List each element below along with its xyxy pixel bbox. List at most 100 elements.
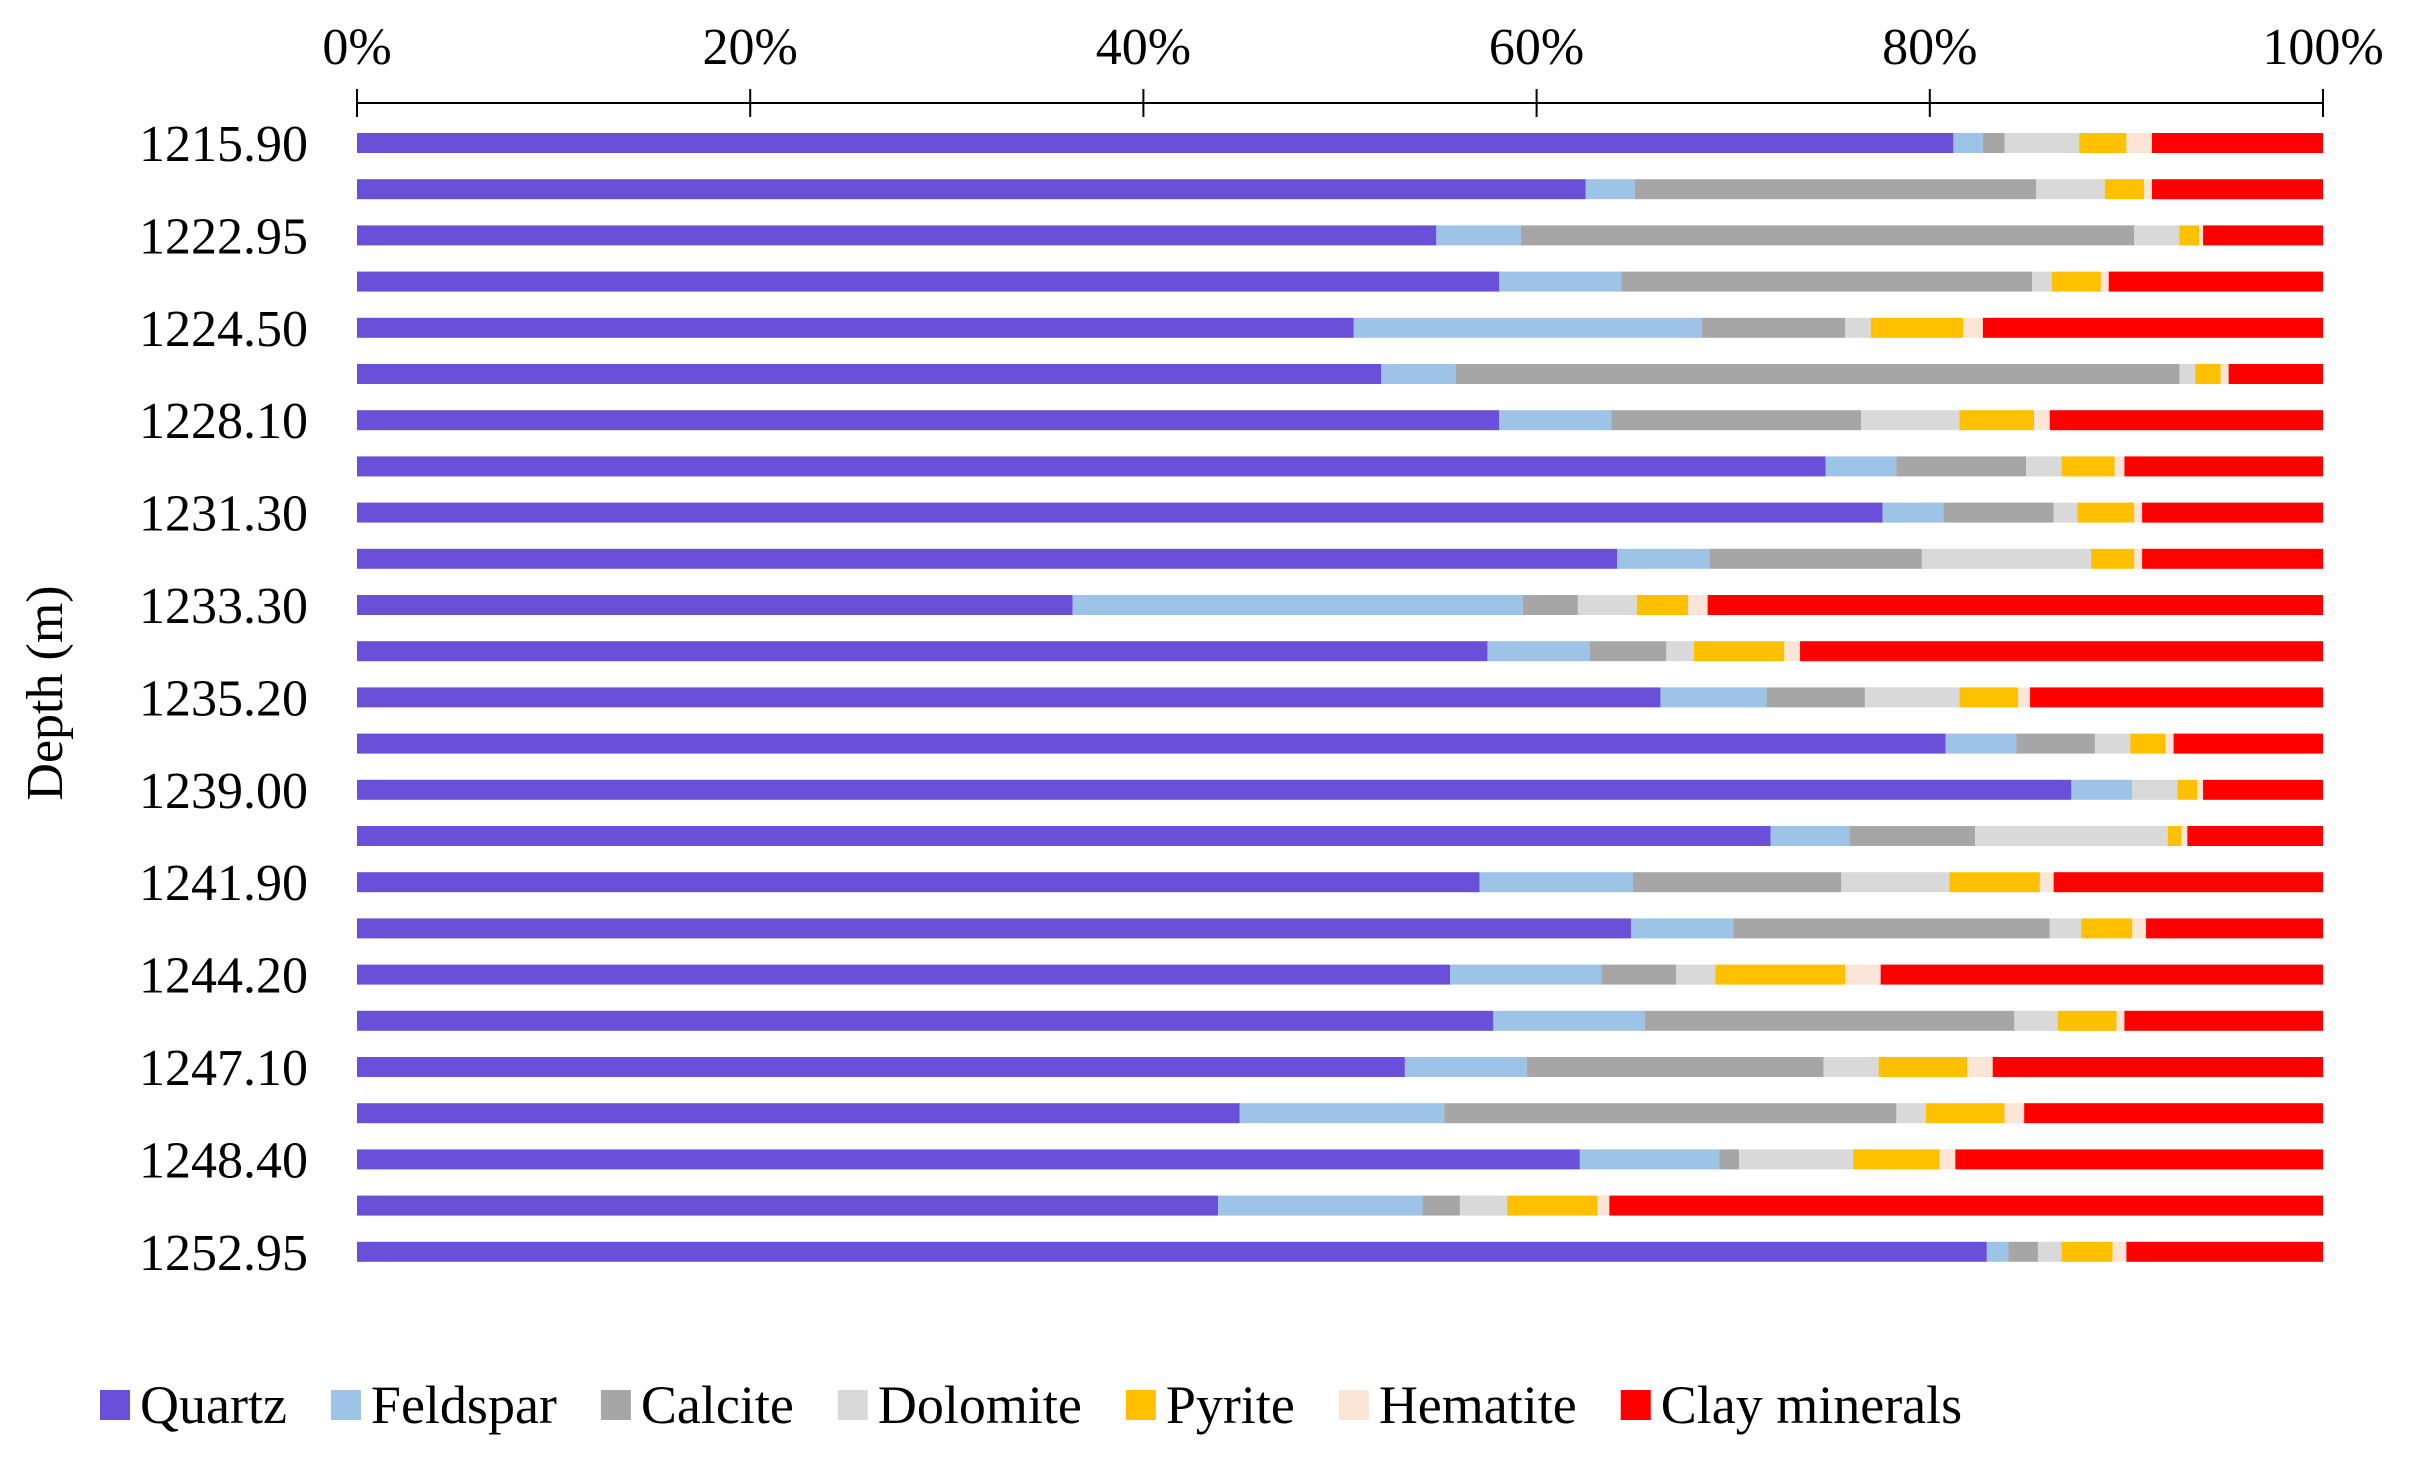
bar-segment-feldspar xyxy=(1487,641,1590,662)
bar-segment-pyrite xyxy=(1507,1195,1598,1216)
bar-segment-feldspar xyxy=(1353,317,1702,338)
legend-item-clay-minerals: Clay minerals xyxy=(1620,1375,1962,1435)
depth-label: 1241.90 xyxy=(139,855,308,912)
bar-segment-calcite xyxy=(1733,918,2050,939)
x-axis: 0% 20% 40% 60% 80% 100% xyxy=(322,19,2384,117)
bar-segment-dolomite xyxy=(2037,1241,2062,1262)
bar-segment-clay-minerals xyxy=(1880,964,2323,985)
bar-segment-feldspar xyxy=(1825,456,1897,477)
bar-segment-clay-minerals xyxy=(2187,826,2323,846)
bar-segment-hematite xyxy=(2034,410,2050,431)
bar-segment-pyrite xyxy=(1959,410,2034,431)
depth-label: 1248.40 xyxy=(139,1132,308,1189)
legend-item-calcite: Calcite xyxy=(600,1375,794,1435)
bar-segment-hematite xyxy=(1963,317,1983,338)
bar-segment-calcite xyxy=(1849,826,1976,846)
bar-segment-quartz xyxy=(357,456,1826,477)
bar-segment-dolomite xyxy=(1676,964,1716,985)
bar-segment-pyrite xyxy=(1870,317,1964,338)
bar-segment-pyrite xyxy=(1949,872,2040,893)
bar-segment-quartz xyxy=(357,133,1954,153)
bar-segment-feldspar xyxy=(2071,779,2133,800)
bar-segment-quartz xyxy=(357,964,1451,985)
bar-segment-feldspar xyxy=(1218,1195,1423,1216)
legend-label: Pyrite xyxy=(1166,1375,1295,1435)
bar-segment-quartz xyxy=(357,595,1073,615)
bar-segment-feldspar xyxy=(1579,1149,1720,1170)
bar-segment-pyrite xyxy=(2057,1010,2117,1031)
bar-segment-pyrite xyxy=(2081,918,2133,939)
bar-segment-feldspar xyxy=(1986,1241,2009,1262)
bar-segment-hematite xyxy=(1845,964,1881,985)
bar-segment-feldspar xyxy=(1660,687,1767,708)
bar-segment-clay-minerals xyxy=(2053,872,2323,893)
legend-label: Quartz xyxy=(140,1375,287,1435)
bar-segment-hematite xyxy=(2132,918,2147,939)
bar-segment-dolomite xyxy=(2049,918,2082,939)
bar-segment-hematite xyxy=(1687,595,1708,615)
bar-segment-feldspar xyxy=(1239,1103,1445,1124)
depth-label: 1252.95 xyxy=(139,1225,308,1282)
bar-segment-calcite xyxy=(1522,595,1578,615)
x-tick-label: 0% xyxy=(322,19,391,76)
bar-segment-feldspar xyxy=(1479,872,1633,893)
depth-label: 1244.20 xyxy=(139,948,308,1005)
bar-segment-calcite xyxy=(1621,271,2033,292)
bar-segment-hematite xyxy=(2100,271,2109,292)
bar-segment-pyrite xyxy=(2177,779,2198,800)
depth-label: 1228.10 xyxy=(139,393,308,450)
bar-segment-dolomite xyxy=(1845,317,1871,338)
bar-segment-hematite xyxy=(2112,1241,2127,1262)
bar-segment-pyrite xyxy=(2091,548,2135,569)
bar-segment-hematite xyxy=(2199,225,2204,246)
bar-segment-clay-minerals xyxy=(2203,779,2323,800)
bar-segment-pyrite xyxy=(1693,641,1785,662)
bar-segment-dolomite xyxy=(2026,456,2062,477)
bar-segment-calcite xyxy=(2016,733,2095,754)
bar-segment-dolomite xyxy=(1577,595,1637,615)
bar-segment-feldspar xyxy=(1882,502,1944,523)
bar-segment-pyrite xyxy=(2130,733,2166,754)
depth-label: 1231.30 xyxy=(139,486,308,543)
bar-segment-feldspar xyxy=(1953,133,1983,153)
bar-segment-hematite xyxy=(2134,548,2143,569)
bar-segment-pyrite xyxy=(2179,225,2200,246)
bar-segment-quartz xyxy=(357,641,1488,662)
bar-segment-dolomite xyxy=(1975,826,2168,846)
bar-segment-quartz xyxy=(357,410,1500,431)
bar-segment-calcite xyxy=(1634,179,2036,200)
bar-segment-pyrite xyxy=(2077,502,2135,523)
legend-swatch xyxy=(837,1390,868,1420)
bar-segment-hematite xyxy=(2197,779,2204,800)
bar-segment-pyrite xyxy=(2051,271,2101,292)
bar-segment-hematite xyxy=(2018,687,2031,708)
bar-segment-pyrite xyxy=(2061,456,2115,477)
bar-segment-clay-minerals xyxy=(1707,595,2323,615)
bar-segment-quartz xyxy=(357,317,1354,338)
legend-swatch xyxy=(1620,1390,1651,1420)
bar-segment-clay-minerals xyxy=(2151,179,2323,200)
legend-item-feldspar: Feldspar xyxy=(330,1375,557,1435)
bar-segment-quartz xyxy=(357,225,1437,246)
bar-segment-pyrite xyxy=(1959,687,2019,708)
x-tick-label: 80% xyxy=(1882,19,1977,76)
bar-segment-quartz xyxy=(357,271,1500,292)
bar-segment-dolomite xyxy=(2179,364,2196,384)
bar-segment-clay-minerals xyxy=(1992,1057,2323,1077)
bar-segment-clay-minerals xyxy=(2142,548,2323,569)
bar-segment-clay-minerals xyxy=(2142,502,2323,523)
bar-segment-hematite xyxy=(2144,179,2152,200)
legend-item-quartz: Quartz xyxy=(100,1375,287,1435)
bar-segment-quartz xyxy=(357,1057,1405,1077)
bar-segment-calcite xyxy=(1766,687,1865,708)
depth-label: 1215.90 xyxy=(139,116,308,173)
bar-segment-calcite xyxy=(1709,548,1922,569)
bar-segment-clay-minerals xyxy=(2173,733,2323,754)
bar-segment-hematite xyxy=(2134,502,2143,523)
bar-segment-hematite xyxy=(2116,1010,2125,1031)
bar-segment-pyrite xyxy=(2104,179,2145,200)
bar-segment-hematite xyxy=(2126,133,2152,153)
bar-segment-clay-minerals xyxy=(1955,1149,2323,1170)
